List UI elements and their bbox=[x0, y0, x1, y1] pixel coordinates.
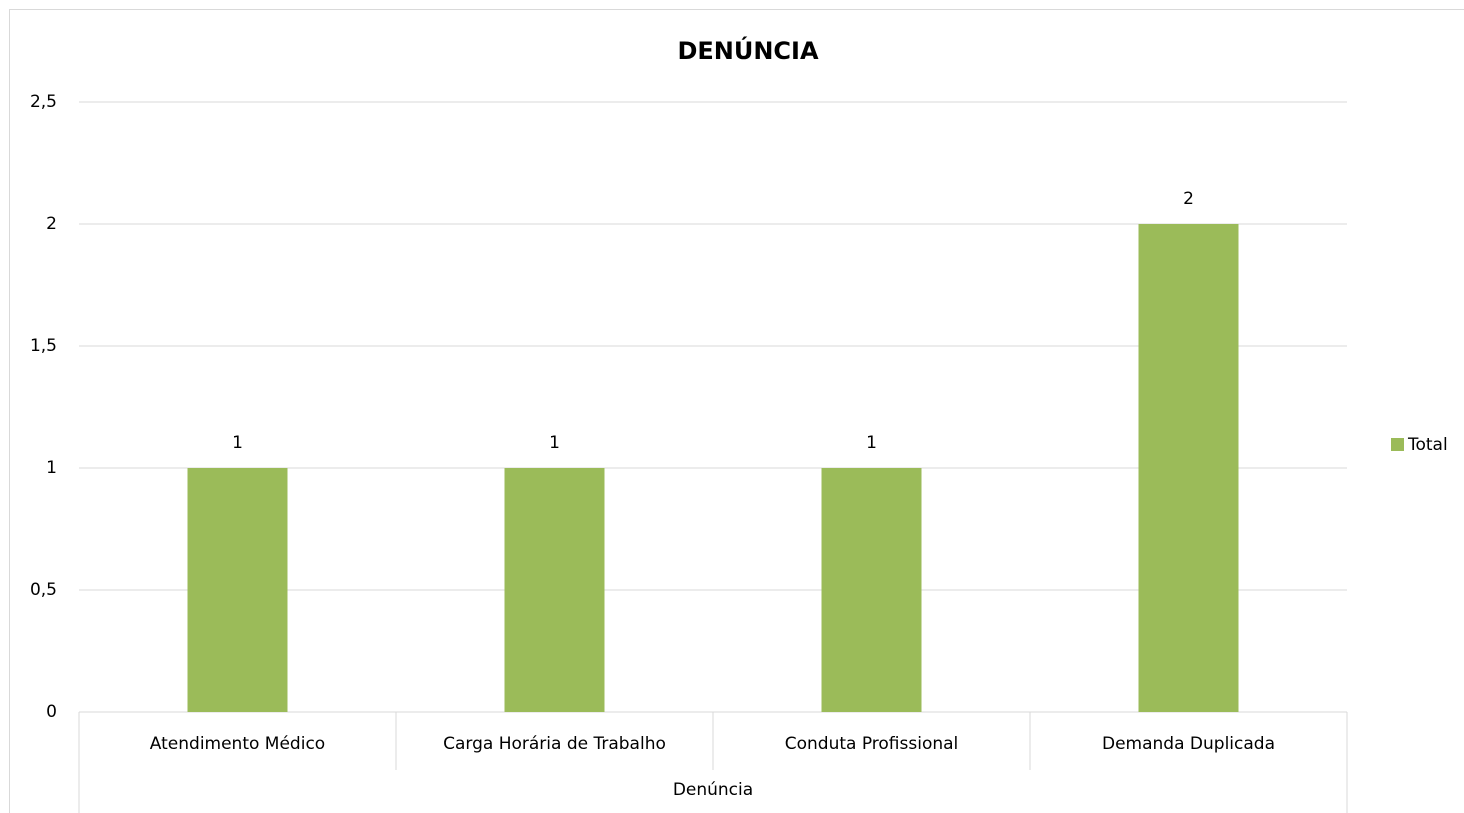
chart-frame bbox=[9, 9, 1464, 813]
x-tick-label: Atendimento Médico bbox=[150, 734, 325, 754]
y-tick-label: 0,5 bbox=[30, 580, 57, 600]
x-axis-label: Denúncia bbox=[673, 780, 753, 800]
y-tick-label: 0 bbox=[46, 702, 57, 722]
data-label: 1 bbox=[866, 433, 877, 453]
x-tick-label: Conduta Profissional bbox=[785, 734, 959, 754]
bar bbox=[821, 468, 922, 712]
x-tick-label: Carga Horária de Trabalho bbox=[443, 734, 666, 754]
y-tick-label: 2,5 bbox=[30, 92, 57, 112]
data-label: 1 bbox=[549, 433, 560, 453]
bar bbox=[1138, 224, 1239, 712]
bar bbox=[504, 468, 605, 712]
data-label: 2 bbox=[1183, 189, 1194, 209]
x-tick-label: Demanda Duplicada bbox=[1102, 734, 1275, 754]
bar bbox=[187, 468, 288, 712]
legend-swatch bbox=[1391, 438, 1404, 451]
chart-title: DENÚNCIA bbox=[677, 35, 819, 65]
y-tick-label: 2 bbox=[46, 214, 57, 234]
y-tick-label: 1 bbox=[46, 458, 57, 478]
data-label: 1 bbox=[232, 433, 243, 453]
y-tick-label: 1,5 bbox=[30, 336, 57, 356]
legend-label: Total bbox=[1407, 435, 1448, 455]
